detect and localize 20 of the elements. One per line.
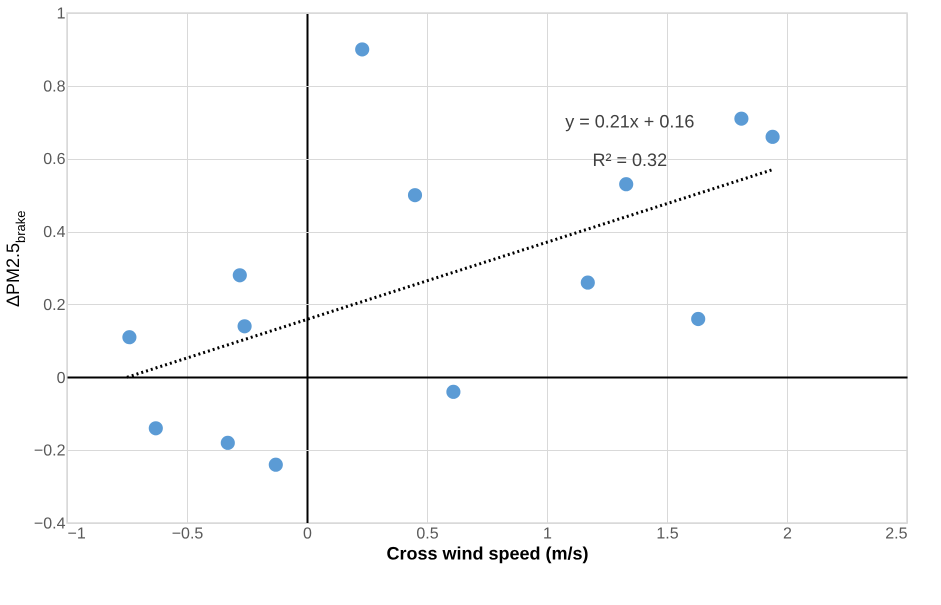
x-tick-label: 1.5 — [656, 526, 679, 542]
y-tick-label: −0.2 — [34, 442, 66, 460]
y-tick-label: −0.4 — [34, 516, 66, 532]
y-tick-label: 0.4 — [43, 224, 66, 242]
y-tick-label: 0.8 — [43, 78, 66, 96]
y-axis-title: ΔPM2.5brake — [3, 210, 28, 308]
y-tick-label: 0.6 — [43, 151, 66, 168]
annotation: y = 0.21x + 0.16 — [565, 112, 694, 132]
x-tick-label: 2.5 — [885, 526, 908, 542]
y-tick-label: 1 — [56, 6, 66, 22]
annotation: R² = 0.32 — [592, 150, 668, 170]
x-tick-label: 0 — [303, 526, 312, 542]
y-tick-label: 0.2 — [43, 296, 66, 314]
x-tick-label: 0.5 — [416, 526, 439, 542]
x-tick-label: −1 — [68, 526, 86, 542]
x-tick-label: −0.5 — [172, 526, 204, 542]
y-tick-label: 0 — [56, 370, 66, 387]
x-tick-label: 2 — [783, 526, 792, 542]
x-tick-label: 1 — [543, 526, 552, 542]
x-axis-title: Cross wind speed (m/s) — [386, 544, 589, 564]
